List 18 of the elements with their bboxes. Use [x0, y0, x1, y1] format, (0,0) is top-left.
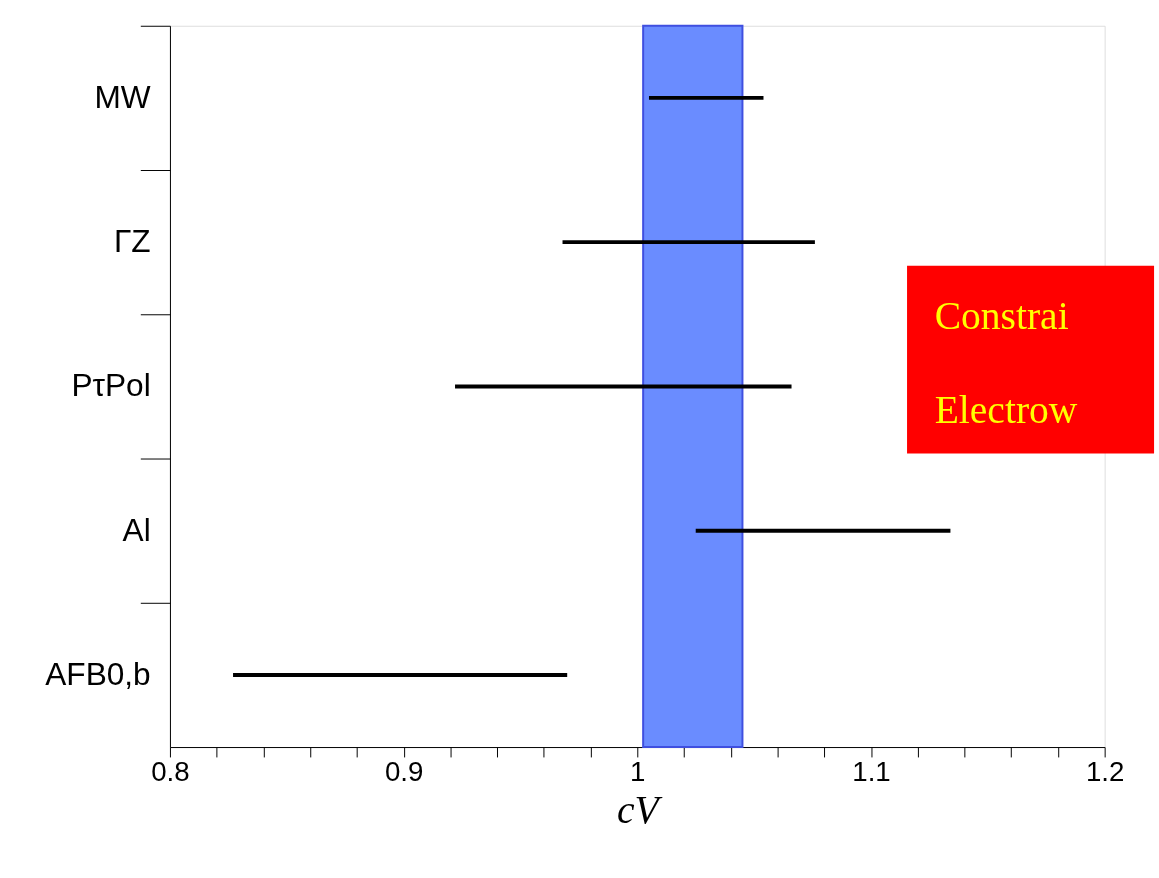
bar: [455, 384, 792, 389]
annotation: Electrow: [934, 387, 1078, 432]
bar: [695, 528, 951, 533]
x-tick-label: 1.2: [1085, 756, 1125, 788]
y-tick-label: PτPol: [71, 367, 151, 404]
x-tick-label: 1.1: [852, 756, 891, 788]
y-tick-label: MW: [94, 78, 151, 115]
x-tick-label: 0.9: [384, 756, 424, 788]
bar: [233, 672, 568, 677]
x-tick-label: 1: [630, 756, 646, 788]
x-axis-title: cV: [616, 787, 663, 832]
bar: [562, 240, 815, 245]
annotation: Constrai: [934, 294, 1069, 339]
x-tick-label: 0.8: [151, 756, 190, 788]
bar: [648, 95, 764, 100]
y-tick-label: Al: [122, 511, 151, 548]
y-tick-label: ΓZ: [113, 223, 151, 260]
y-tick-label: AFB0,b: [45, 655, 151, 692]
